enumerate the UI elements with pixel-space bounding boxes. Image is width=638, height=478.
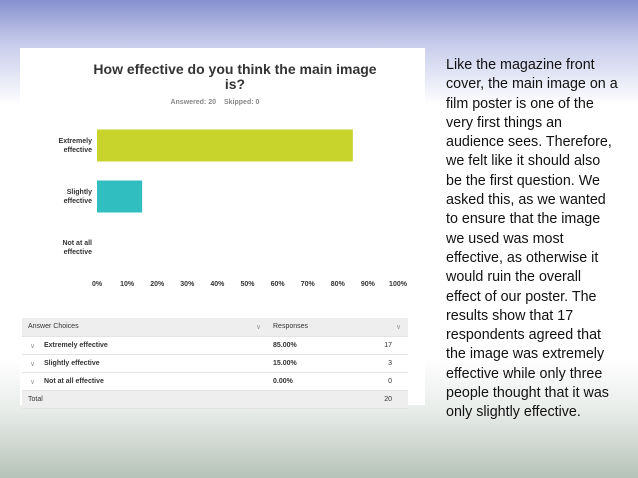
x-tick-label: 0% [92,281,103,288]
chart-title: How effective do you think the main imag… [93,61,377,92]
subtitle: Answered: 20 [170,99,216,106]
table-header: Answer Choices Responses ∨ ∨ [22,318,408,337]
table-cell: Slightly effective [44,360,100,367]
y-tick-label: Extremely effective [59,138,93,154]
x-tick-label: 10% [120,281,135,288]
label-line: effective [64,147,93,154]
y-tick-label: Not at all effective [62,240,92,256]
table-cell: 3 [388,360,392,367]
table-cell: 15.00% [273,360,297,367]
table-cell: 85.00% [273,342,297,349]
table-cell: 17 [384,342,392,349]
bar [97,129,353,162]
table-row: ∨ Extremely effective 85.00% 17 [22,337,408,355]
table-cell: Total [28,396,43,403]
chevron[interactable]: ∨ [256,324,262,331]
table-cell: 0 [388,378,392,385]
x-tick-label: 90% [361,281,376,288]
bar [97,180,143,213]
x-tick-label: 40% [210,281,225,288]
table-row: ∨ Not at all effective 0.00% 0 [22,373,408,391]
label-line: Not at all [62,240,92,247]
table-cell: Responses [273,323,309,330]
x-tick-label: 70% [301,281,316,288]
label-line: Extremely [59,138,93,145]
chevron[interactable]: ∨ [30,343,36,350]
x-tick-label: 30% [180,281,195,288]
results-table: Answer Choices Responses ∨ ∨ ∨ Extremely effe… [22,318,408,409]
label-line: effective [64,249,93,256]
label-line: effective [64,198,93,205]
table-row: ∨ Slightly effective 15.00% 3 [22,355,408,373]
chevron[interactable]: ∨ [30,361,36,368]
table-cell: 0.00% [273,378,293,385]
chevron[interactable]: ∨ [396,324,402,331]
slide-text: Like the magazine front cover, the main … [446,57,618,421]
y-tick-label: Slightly effective [64,189,93,205]
table-cell: 20 [384,396,392,403]
chart: Answered: 20 Skipped: 0 0% 10% 20% 30% 40% 50% 6… [59,99,408,288]
subtitle: Skipped: 0 [224,99,260,106]
survey-panel: How effective do you think the main imag… [20,48,425,409]
table-cell: Not at all effective [44,378,104,385]
label-line: Slightly [67,189,92,196]
chevron[interactable]: ∨ [30,379,36,386]
table-cell: Answer Choices [28,323,79,330]
table-total: Total 20 [22,391,408,409]
x-tick-label: 50% [240,281,255,288]
x-tick-label: 100% [389,281,408,288]
table-cell: Extremely effective [44,342,108,349]
x-tick-label: 80% [331,281,346,288]
x-tick-label: 20% [150,281,165,288]
x-tick-label: 60% [271,281,286,288]
